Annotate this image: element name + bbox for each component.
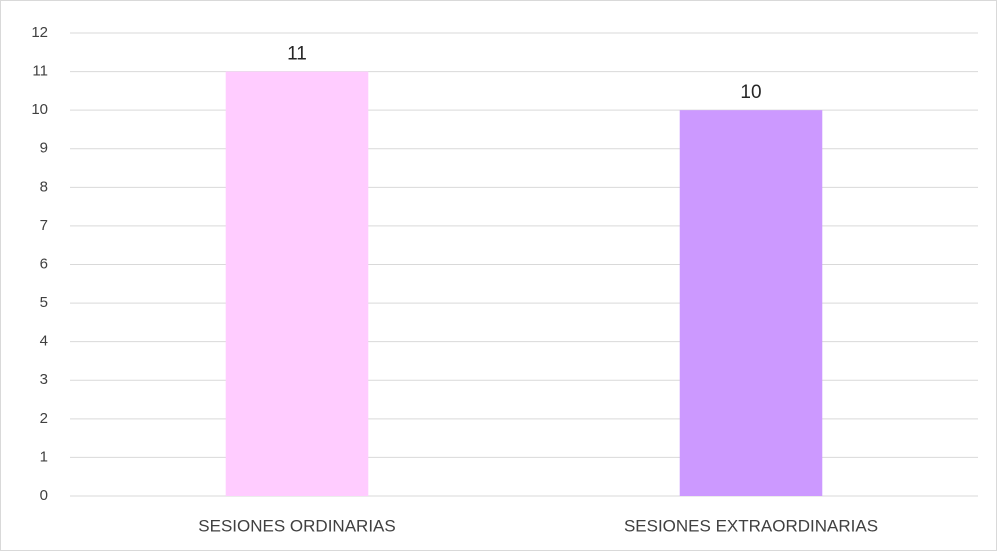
y-tick-label: 12 bbox=[31, 24, 48, 41]
x-tick-label: SESIONES ORDINARIAS bbox=[198, 516, 395, 535]
bar bbox=[225, 71, 369, 496]
y-tick-label: 7 bbox=[40, 217, 48, 234]
bar bbox=[679, 110, 823, 497]
y-tick-label: 10 bbox=[31, 101, 48, 118]
y-tick-label: 6 bbox=[40, 255, 48, 272]
y-tick-label: 11 bbox=[32, 63, 48, 80]
y-tick-label: 2 bbox=[40, 410, 48, 427]
y-tick-label: 8 bbox=[40, 178, 48, 195]
y-tick-label: 0 bbox=[40, 487, 48, 504]
y-tick-label: 4 bbox=[40, 333, 48, 350]
data-label: 10 bbox=[740, 82, 761, 103]
y-tick-label: 3 bbox=[40, 371, 48, 388]
y-tick-label: 1 bbox=[40, 448, 48, 465]
y-tick-label: 9 bbox=[40, 140, 48, 157]
y-tick-label: 5 bbox=[40, 294, 48, 311]
data-label: 11 bbox=[287, 44, 307, 65]
x-tick-label: SESIONES EXTRAORDINARIAS bbox=[624, 516, 878, 535]
